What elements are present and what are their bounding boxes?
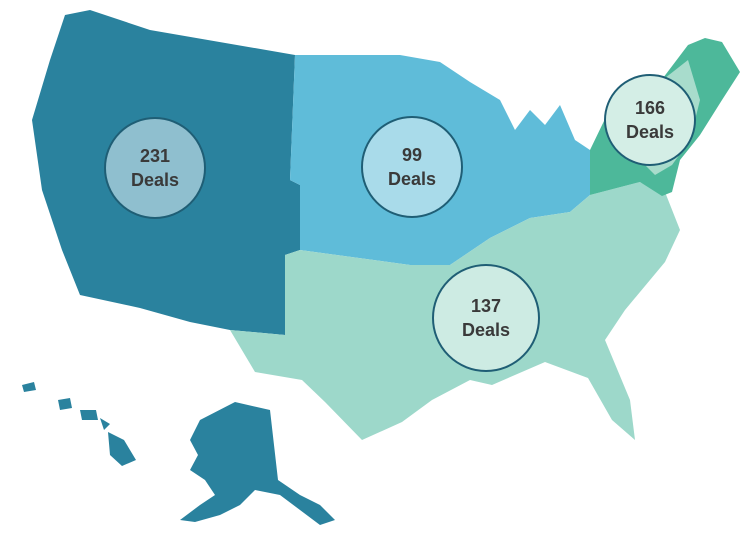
deal-count: 137 [471, 296, 501, 316]
hawaii [22, 382, 136, 466]
deal-count: 231 [140, 146, 170, 166]
alaska [180, 402, 335, 525]
deal-count: 99 [402, 145, 422, 165]
bubbles: 231 Deals 99 Deals 166 Deals 137 Deals [104, 74, 696, 372]
region-bubble [361, 116, 463, 218]
deal-label: Deals [388, 169, 436, 189]
region-bubble [604, 74, 696, 166]
deal-label: Deals [131, 170, 179, 190]
deal-label: Deals [626, 122, 674, 142]
deal-label: Deals [462, 320, 510, 340]
deal-count: 166 [635, 98, 665, 118]
region-bubble [104, 117, 206, 219]
region-bubble [432, 264, 540, 372]
